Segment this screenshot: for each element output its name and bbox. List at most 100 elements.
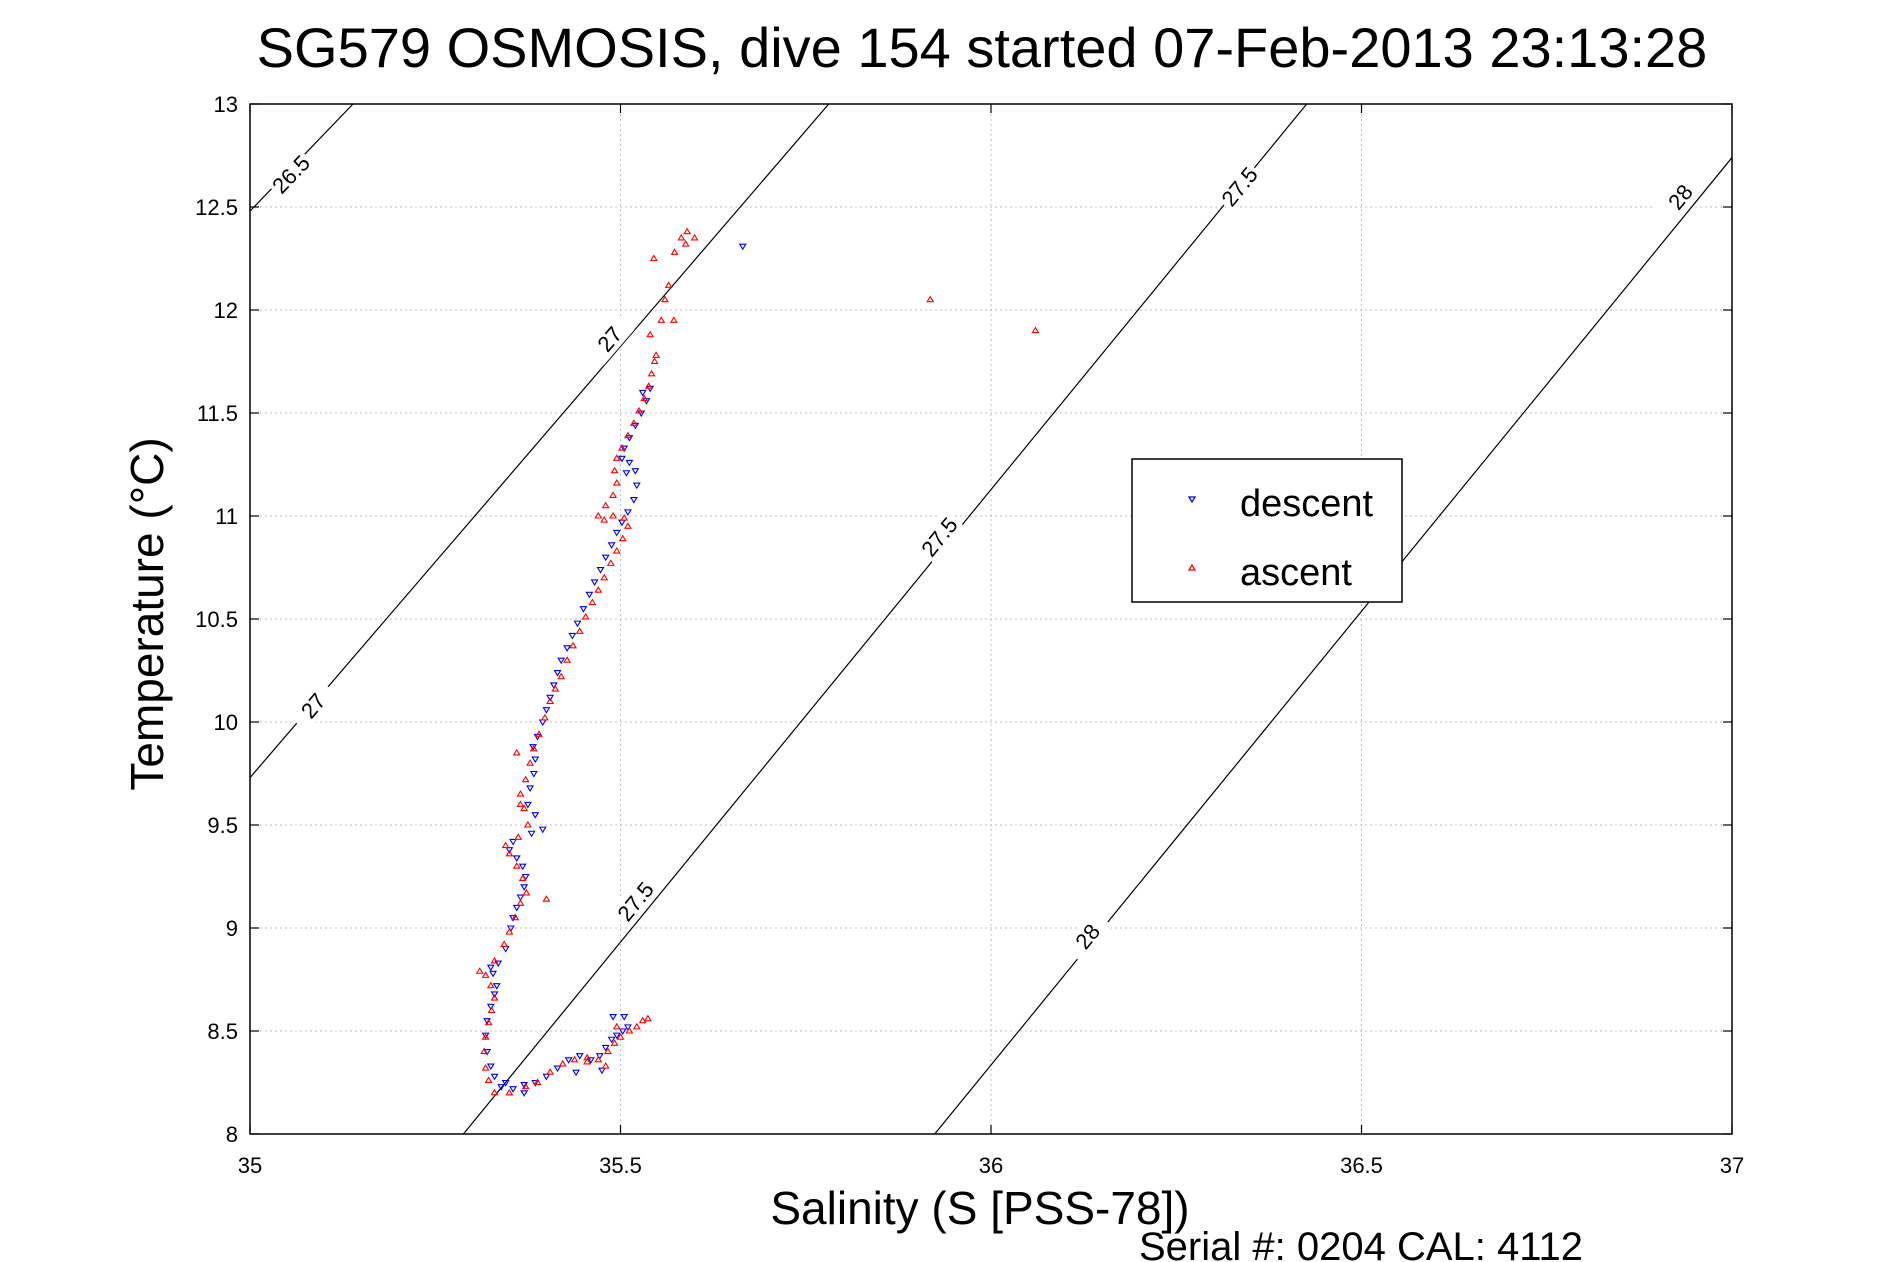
data-point-descent (573, 620, 582, 628)
data-point-ascent (563, 656, 572, 663)
data-point-ascent (505, 1088, 514, 1096)
contour-label-bg (583, 312, 635, 366)
data-point-ascent (612, 546, 621, 554)
data-point-ascent (594, 511, 603, 519)
y-tick-label: 13 (214, 92, 238, 117)
y-tick-label: 9 (226, 916, 238, 941)
data-point-ascent (669, 316, 678, 323)
data-point-descent (629, 496, 638, 504)
legend-entry-ascent: ascent (1187, 552, 1352, 594)
data-point-ascent (557, 672, 566, 680)
chart-title: SG579 OSMOSIS, dive 154 started 07-Feb-2… (257, 16, 1708, 79)
data-point-ascent (623, 431, 632, 439)
data-point-ascent (518, 874, 527, 882)
y-tick-label: 9.5 (207, 813, 238, 838)
data-point-descent (489, 970, 498, 978)
data-point-ascent (652, 351, 661, 358)
data-point-descent (575, 1053, 584, 1060)
data-point-descent (490, 1073, 499, 1081)
data-point-ascent (570, 1055, 579, 1063)
data-point-descent (612, 1032, 621, 1040)
legend-label-descent: descent (1240, 483, 1374, 525)
data-point-descent (538, 826, 547, 834)
y-tick-label: 11.5 (197, 401, 238, 426)
tick-layer: 35 35.5 36 36.5 37 8 8.5 9 9.5 10 10.5 11 11.5 12 12.5… (195, 92, 1744, 1178)
data-point-descent (618, 455, 626, 463)
data-point-ascent (500, 940, 509, 948)
legend-entry-descent: descent (1187, 483, 1374, 525)
series-layer (475, 227, 1040, 1097)
data-point-descent (601, 554, 610, 562)
data-point-descent (586, 1057, 595, 1064)
data-point-ascent (618, 534, 627, 542)
data-point-descent (553, 670, 562, 677)
data-point-descent (557, 657, 566, 665)
data-point-ascent (516, 899, 525, 906)
data-point-descent (623, 509, 632, 516)
x-tick-label: 35 (238, 1153, 262, 1178)
legend-box (1131, 458, 1403, 603)
density-contour-27 (249, 103, 830, 779)
data-point-ascent (486, 981, 495, 989)
data-point-ascent (612, 454, 621, 461)
data-point-ascent (620, 513, 629, 521)
data-point-descent (738, 243, 747, 251)
data-point-descent (486, 1003, 495, 1011)
data-point-ascent (569, 641, 578, 649)
data-point-ascent (612, 478, 621, 486)
data-point-ascent (647, 369, 656, 377)
data-point-descent (526, 785, 535, 792)
data-point-ascent (522, 888, 531, 896)
data-point-descent (531, 1079, 540, 1087)
data-point-ascent (511, 913, 520, 921)
data-point-descent (512, 855, 521, 863)
data-point-ascent (612, 1022, 621, 1030)
data-point-ascent (481, 971, 490, 978)
data-point-descent (620, 445, 629, 453)
y-tick-label: 12 (214, 298, 238, 323)
data-point-ascent (594, 586, 603, 593)
legend-label-ascent: ascent (1240, 552, 1352, 594)
data-point-descent (612, 529, 621, 537)
data-point-ascent (657, 316, 666, 323)
y-tick-label: 10 (214, 710, 238, 735)
data-point-descent (520, 1082, 529, 1089)
data-point-ascent (644, 382, 653, 389)
data-point-ascent (484, 1076, 493, 1083)
data-point-ascent (629, 419, 638, 426)
data-point-ascent (632, 1022, 641, 1030)
data-point-ascent (583, 1057, 592, 1065)
data-point-descent (638, 389, 647, 397)
data-point-ascent (480, 1047, 489, 1055)
data-point-ascent (681, 240, 690, 247)
data-point-ascent (649, 254, 658, 262)
data-point-descent (572, 1069, 581, 1077)
density-contour-27.5 (462, 103, 1308, 1135)
legend-marker-descent (1187, 496, 1197, 504)
data-point-ascent (490, 1088, 499, 1096)
data-point-descent (618, 1028, 627, 1036)
data-point-ascent (521, 775, 530, 783)
x-tick-label: 37 (1720, 1153, 1744, 1178)
data-point-descent (527, 830, 536, 838)
data-point-ascent (670, 248, 679, 255)
data-point-descent (492, 983, 501, 990)
y-axis-title: Temperature (°C) (121, 437, 173, 790)
data-point-ascent (505, 849, 514, 857)
data-point-ascent (600, 516, 609, 523)
data-point-ascent (581, 612, 590, 620)
data-point-ascent (529, 744, 538, 752)
data-point-descent (523, 801, 532, 809)
contour-label-bg (610, 874, 661, 929)
data-point-ascent (683, 227, 692, 235)
data-point-descent (501, 1079, 510, 1087)
y-tick-label: 11 (215, 504, 238, 529)
data-point-ascent (601, 1061, 610, 1069)
data-point-ascent (490, 956, 499, 964)
data-point-descent (622, 470, 631, 477)
data-point-ascent (606, 559, 615, 566)
data-point-ascent (616, 1033, 625, 1040)
data-point-ascent (660, 295, 669, 303)
